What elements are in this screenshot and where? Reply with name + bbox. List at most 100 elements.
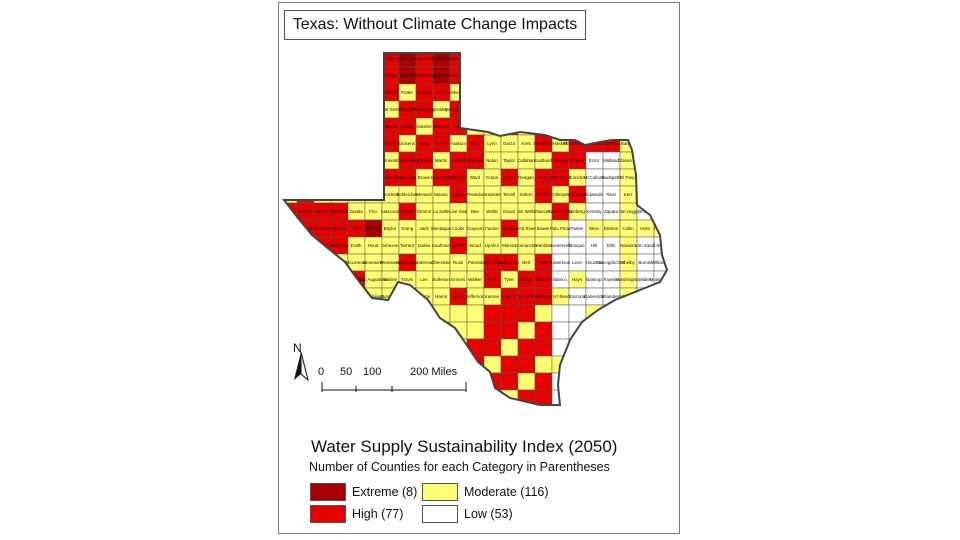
county-tile: [347, 53, 366, 68]
county-tile: [636, 321, 655, 340]
county-tile: [466, 83, 485, 102]
county-tile: [585, 389, 604, 405]
county-label: Kenedy: [586, 209, 602, 214]
county-tile: [483, 53, 502, 68]
county-tile: [398, 287, 417, 306]
county-label: Glasscock: [618, 158, 640, 163]
county-tile: [568, 338, 587, 357]
county-label: Brown: [418, 175, 431, 180]
county-label: Oldham: [382, 90, 398, 95]
county-tile: [619, 338, 638, 357]
county-tile: [653, 117, 667, 136]
county-tile: [636, 117, 655, 136]
county-label: Val Verde: [567, 192, 587, 197]
county-label: Ward: [470, 175, 481, 180]
county-label: Frio: [369, 209, 377, 214]
county-tile: [296, 66, 315, 85]
county-tile: [347, 151, 366, 170]
county-label: Limestone: [363, 260, 384, 265]
county-label: Mason: [434, 192, 448, 197]
county-tile: [284, 287, 298, 306]
county-tile: [568, 372, 587, 391]
county-tile: [602, 338, 621, 357]
county-label: Loving: [553, 158, 567, 163]
county-label: Cochran: [619, 124, 637, 129]
county-label: Dallas: [418, 243, 431, 248]
county-label: DeWitt: [502, 294, 516, 299]
county-label: Hudspeth: [601, 175, 621, 180]
north-arrow-icon: [294, 351, 309, 382]
county-label: Jackson: [654, 294, 671, 299]
county-label: Bexar: [316, 209, 328, 214]
county-tile: [636, 304, 655, 323]
county-label: La Salle: [433, 209, 450, 214]
county-tile: [620, 407, 637, 420]
county-tile: [569, 407, 586, 420]
county-label: Titus: [283, 243, 293, 248]
county-tile: [636, 53, 655, 68]
county-tile: [585, 321, 604, 340]
county-label: Hall: [454, 124, 462, 129]
county-tile: [313, 321, 332, 340]
county-tile: [296, 304, 315, 323]
county-label: McCulloch: [583, 175, 605, 180]
county-tile: [399, 407, 416, 420]
county-tile: [619, 117, 638, 136]
county-tile: [551, 83, 570, 102]
county-label: San Patricio: [548, 209, 573, 214]
county-tile: [296, 236, 315, 255]
legend-label-high: High (77): [352, 507, 404, 521]
county-label: Chambers: [601, 294, 623, 299]
county-tile: [534, 338, 553, 357]
county-tile: [364, 83, 383, 102]
county-label: Martin: [435, 158, 448, 163]
county-label: Walker: [468, 277, 482, 282]
county-tile: [654, 407, 671, 420]
county-tile: [382, 407, 399, 420]
north-label: N: [293, 341, 302, 355]
county-label: Montgomery: [649, 277, 675, 282]
county-label: Erath: [351, 243, 362, 248]
county-tile: [602, 304, 621, 323]
county-label: Runnels: [382, 175, 399, 180]
county-tile: [636, 151, 655, 170]
county-tile: [313, 100, 332, 119]
county-label: Travis: [401, 277, 414, 282]
county-tile: [331, 407, 348, 420]
county-tile: [284, 151, 298, 170]
county-tile: [296, 100, 315, 119]
county-label: Panola: [468, 260, 483, 265]
county-label: Edwards: [585, 192, 603, 197]
county-label: Scurry: [638, 141, 652, 146]
county-tile: [365, 407, 382, 420]
county-tile: [585, 100, 604, 119]
county-tile: [313, 287, 332, 306]
county-label: Coleman: [398, 175, 417, 180]
county-label: Winkler: [569, 158, 585, 163]
county-label: Cherokee: [431, 260, 451, 265]
county-tile: [466, 53, 485, 68]
county-tile: [364, 151, 383, 170]
county-tile: [586, 407, 603, 420]
county-label: Wheeler: [450, 90, 467, 95]
county-tile: [381, 304, 400, 323]
county-label: Lipscomb: [448, 56, 468, 61]
county-label: Kendall: [637, 192, 652, 197]
county-label: Dimmit: [417, 209, 432, 214]
county-tile: [637, 407, 654, 420]
county-tile: [296, 134, 315, 153]
county-label: Comanche: [515, 243, 537, 248]
county-tile: [284, 270, 298, 289]
county-label: Sabine: [383, 277, 398, 282]
county-tile: [364, 100, 383, 119]
county-label: King: [419, 141, 429, 146]
county-label: Washington: [616, 277, 640, 282]
county-tile: [500, 100, 519, 119]
county-tile: [347, 66, 366, 85]
county-tile: [500, 355, 519, 374]
county-tile: [364, 53, 383, 68]
county-label: Hamilton: [534, 243, 552, 248]
county-tile: [585, 66, 604, 85]
county-label: Jefferson: [466, 294, 485, 299]
county-tile: [330, 270, 349, 289]
